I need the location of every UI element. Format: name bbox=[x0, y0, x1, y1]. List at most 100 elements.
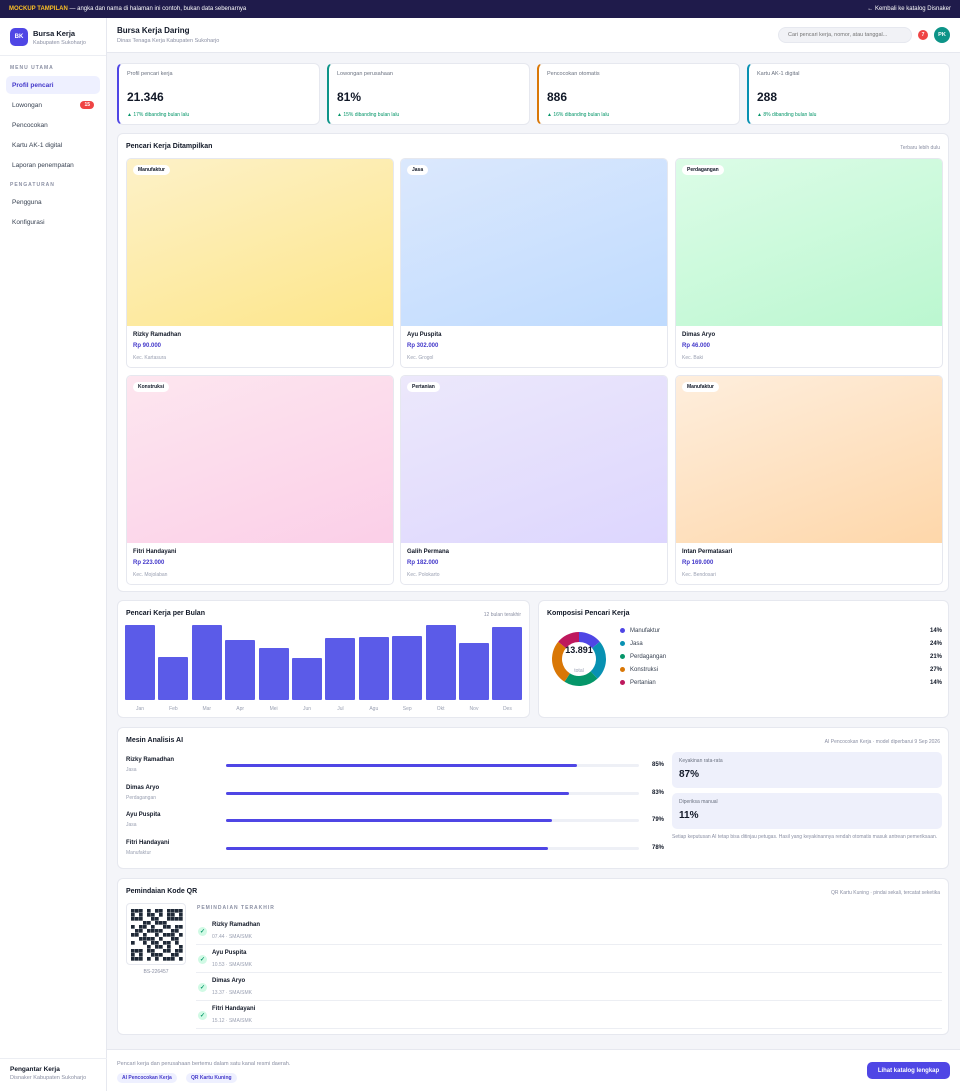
avatar[interactable]: PK bbox=[934, 27, 950, 43]
confidence-track bbox=[226, 819, 639, 823]
seeker-price: Rp 223.000 bbox=[133, 560, 165, 566]
chart-bar bbox=[425, 625, 456, 700]
qr-module bbox=[171, 929, 175, 933]
category-tag: Manufaktur bbox=[682, 382, 719, 392]
sidebar-item-label: Konfigurasi bbox=[12, 218, 45, 226]
job-seeker-card[interactable]: Konstruksi Fitri Handayani Rp 223.000 Kec. … bbox=[126, 375, 394, 585]
check-icon: ✓ bbox=[198, 1011, 207, 1020]
notification-badge[interactable]: 7 bbox=[918, 30, 928, 40]
category-tag: Pertanian bbox=[407, 382, 440, 392]
sidebar-item-laporan[interactable]: Laporan penempatan bbox=[6, 156, 100, 174]
qr-module bbox=[171, 909, 175, 913]
job-seeker-card[interactable]: Jasa Ayu Puspita Rp 302.000 Kec. Grogol bbox=[400, 158, 668, 368]
job-seeker-card[interactable]: Perdagangan Dimas Aryo Rp 46.000 Kec. Baki bbox=[675, 158, 943, 368]
qr-module bbox=[167, 933, 171, 937]
card-image bbox=[676, 159, 942, 326]
qr-module bbox=[143, 941, 147, 945]
sidebar-item-pengguna[interactable]: Pengguna bbox=[6, 193, 100, 211]
match-category: Jasa bbox=[126, 767, 137, 773]
qr-module bbox=[155, 945, 159, 949]
back-link[interactable]: ← Kembali ke katalog Disnaker bbox=[867, 6, 951, 12]
chart-bar bbox=[258, 647, 289, 700]
qr-module bbox=[171, 953, 175, 957]
qr-module bbox=[151, 949, 155, 953]
qr-code-id: BS-226457 bbox=[143, 969, 169, 975]
match-name: Fitri Handayani bbox=[126, 840, 170, 847]
feature-pill-qr: QR Kartu Kuning bbox=[186, 1073, 237, 1083]
scan-time: 15.12 · SMA/SMK bbox=[212, 1018, 253, 1024]
sidebar-item-label: Kartu AK-1 digital bbox=[12, 141, 63, 149]
qr-module bbox=[131, 941, 135, 945]
legend-item: Konstruksi 27% bbox=[620, 667, 942, 673]
seeker-name: Ayu Puspita bbox=[407, 332, 442, 338]
legend-item: Pertanian 14% bbox=[620, 680, 942, 686]
qr-module bbox=[139, 957, 143, 961]
qr-module bbox=[135, 949, 139, 953]
feature-pill-ai: AI Pencocokan Kerja bbox=[117, 1073, 177, 1083]
x-tick-label: Jun bbox=[302, 706, 312, 712]
qr-module bbox=[171, 937, 175, 941]
qr-module bbox=[147, 921, 151, 925]
banner-label: MOCKUP TAMPILAN bbox=[9, 6, 68, 12]
qr-module bbox=[175, 917, 179, 921]
qr-module bbox=[155, 917, 159, 921]
x-tick-label: Mei bbox=[269, 706, 278, 712]
qr-module bbox=[179, 913, 183, 917]
scan-list-item: ✓ Fitri Handayani 15.12 · SMA/SMK bbox=[196, 1001, 942, 1029]
sort-label[interactable]: Terbaru lebih dulu bbox=[900, 145, 940, 151]
qr-module bbox=[151, 917, 155, 921]
stat-value: 288 bbox=[757, 90, 778, 104]
stat-label: Pencocokan otomatis bbox=[547, 71, 600, 77]
ai-note: Setiap keputusan AI tetap bisa ditinjau … bbox=[672, 834, 938, 840]
stat-change: ▲ 8% dibanding bulan lalu bbox=[757, 112, 817, 118]
search-input[interactable] bbox=[778, 27, 912, 43]
kpi-manual: Diperiksa manual 11% bbox=[672, 793, 942, 829]
sidebar-item-label: Pencocokan bbox=[12, 121, 48, 129]
confidence-fill bbox=[226, 791, 569, 795]
sidebar-item-kartu[interactable]: Kartu AK-1 digital bbox=[6, 136, 100, 154]
category-tag: Perdagangan bbox=[682, 165, 724, 175]
match-name: Ayu Puspita bbox=[126, 812, 161, 819]
qr-module bbox=[143, 925, 147, 929]
sidebar-item-pencocokan[interactable]: Pencocokan bbox=[6, 116, 100, 134]
qr-module bbox=[147, 937, 151, 941]
qr-module bbox=[143, 937, 147, 941]
job-seeker-card[interactable]: Pertanian Galih Permana Rp 182.000 Kec. Pol… bbox=[400, 375, 668, 585]
sidebar-item-lowongan[interactable]: Lowongan 15 bbox=[6, 96, 100, 114]
chart-title: Komposisi Pencari Kerja bbox=[547, 610, 630, 617]
chart-bar bbox=[392, 635, 423, 700]
qr-module bbox=[167, 941, 171, 945]
qr-module bbox=[151, 937, 155, 941]
app-subtitle: Kabupaten Sukoharjo bbox=[33, 39, 86, 46]
seeker-location: Kec. Baki bbox=[682, 355, 704, 361]
qr-module bbox=[179, 925, 183, 929]
qr-module bbox=[147, 929, 151, 933]
qr-module bbox=[175, 937, 179, 941]
qr-module bbox=[139, 929, 143, 933]
check-icon: ✓ bbox=[198, 983, 207, 992]
check-icon: ✓ bbox=[198, 927, 207, 936]
job-seeker-card[interactable]: Manufaktur Rizky Ramadhan Rp 90.000 Kec. Ka… bbox=[126, 158, 394, 368]
sidebar-item-konfigurasi[interactable]: Konfigurasi bbox=[6, 213, 100, 231]
qr-module bbox=[159, 929, 163, 933]
legend-item: Jasa 24% bbox=[620, 641, 942, 647]
qr-module bbox=[171, 957, 175, 961]
view-catalog-button[interactable]: Lihat katalog lengkap bbox=[867, 1062, 950, 1079]
qr-module bbox=[167, 949, 171, 953]
seeker-location: Kec. Polokarto bbox=[407, 572, 440, 578]
job-seeker-card[interactable]: Manufaktur Intan Permatasari Rp 169.000 Kec… bbox=[675, 375, 943, 585]
sidebar-item-label: Laporan penempatan bbox=[12, 161, 74, 169]
qr-module bbox=[163, 957, 167, 961]
scan-name: Fitri Handayani bbox=[212, 1006, 256, 1012]
seeker-name: Fitri Handayani bbox=[133, 549, 177, 555]
seeker-location: Kec. Bendosari bbox=[682, 572, 716, 578]
confidence-track bbox=[226, 847, 639, 851]
match-category: Jasa bbox=[126, 822, 137, 829]
sidebar-item-profil[interactable]: Profil pencari bbox=[6, 76, 100, 94]
match-category: Perdagangan bbox=[126, 794, 157, 801]
qr-module bbox=[159, 937, 163, 941]
sidebar-item-label: Pengguna bbox=[12, 198, 42, 206]
chart-bar bbox=[459, 643, 489, 700]
seeker-price: Rp 90.000 bbox=[133, 343, 162, 349]
qr-module bbox=[131, 925, 135, 929]
